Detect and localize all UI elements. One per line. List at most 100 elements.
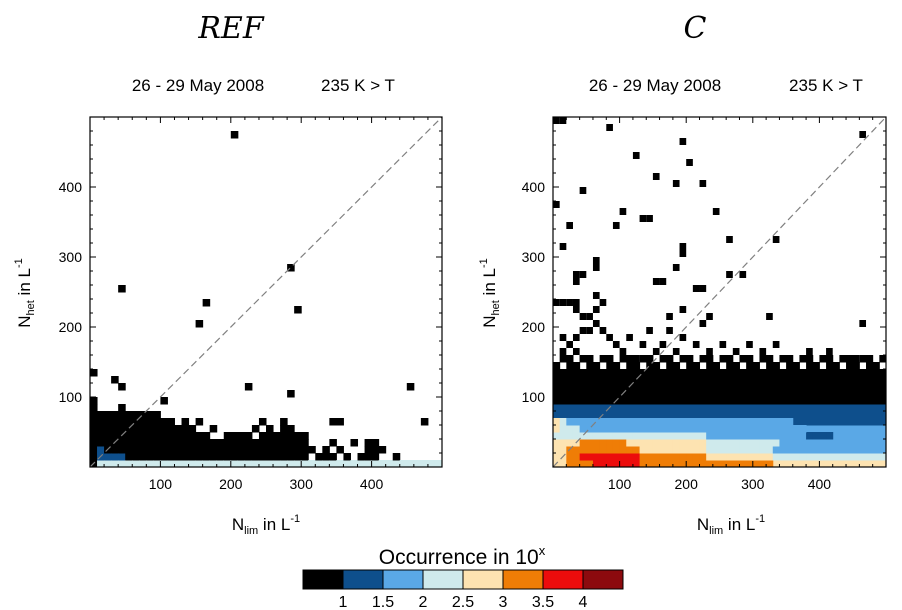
heatmap-cell bbox=[111, 376, 119, 384]
heatmap-cell bbox=[739, 376, 747, 384]
heatmap-cell bbox=[619, 432, 627, 440]
heatmap-cell bbox=[772, 439, 780, 447]
heatmap-cell bbox=[759, 425, 767, 433]
heatmap-cell bbox=[572, 460, 581, 467]
heatmap-cell bbox=[566, 383, 574, 391]
heatmap-cell bbox=[230, 453, 239, 461]
heatmap-cell bbox=[739, 425, 747, 433]
heatmap-cell bbox=[626, 390, 634, 398]
heatmap-cell bbox=[632, 355, 640, 362]
heatmap-cell bbox=[772, 362, 780, 370]
heatmap-cell bbox=[167, 446, 175, 454]
heatmap-cell bbox=[772, 390, 780, 398]
heatmap-cell bbox=[806, 383, 814, 391]
heatmap-cell bbox=[125, 446, 133, 454]
heatmap-cell bbox=[666, 376, 674, 384]
heatmap-cell bbox=[586, 376, 594, 384]
heatmap-cell bbox=[699, 432, 707, 440]
heatmap-cell bbox=[599, 390, 607, 398]
heatmap-cell bbox=[786, 362, 794, 370]
heatmap-cell bbox=[766, 313, 773, 320]
heatmap-cell bbox=[772, 432, 780, 440]
heatmap-cell bbox=[806, 355, 814, 363]
heatmap-cell bbox=[294, 453, 302, 461]
heatmap-cell bbox=[566, 460, 574, 467]
heatmap-cell bbox=[287, 264, 295, 272]
heatmap-cell bbox=[553, 432, 561, 440]
y-tick-label: 300 bbox=[59, 249, 83, 265]
heatmap-cell bbox=[209, 425, 218, 433]
heatmap-cell bbox=[879, 355, 886, 363]
heatmap-cell bbox=[592, 362, 601, 370]
heatmap-cell bbox=[294, 460, 302, 467]
heatmap-cell bbox=[599, 376, 607, 384]
heatmap-cell bbox=[746, 397, 754, 405]
heatmap-cell bbox=[646, 425, 654, 433]
heatmap-cell bbox=[280, 418, 288, 426]
heatmap-cell bbox=[659, 446, 667, 454]
heatmap-cell bbox=[719, 341, 727, 348]
heatmap-cell bbox=[619, 376, 627, 384]
heatmap-cell bbox=[553, 383, 561, 391]
heatmap-cell bbox=[125, 418, 133, 426]
heatmap-cell bbox=[859, 369, 867, 377]
heatmap-cell bbox=[739, 383, 747, 391]
heatmap-cell bbox=[666, 362, 674, 370]
heatmap-cell bbox=[559, 348, 567, 355]
heatmap-cell bbox=[160, 418, 168, 426]
heatmap-cell bbox=[632, 446, 641, 454]
heatmap-cell bbox=[287, 439, 295, 447]
heatmap-cell bbox=[209, 446, 218, 454]
heatmap-cell bbox=[90, 425, 98, 433]
heatmap-cell bbox=[111, 432, 119, 440]
heatmap-cell bbox=[639, 369, 647, 377]
heatmap-cell bbox=[832, 383, 840, 391]
heatmap-cell bbox=[90, 446, 98, 454]
heatmap-cell bbox=[679, 250, 687, 257]
heatmap-cell bbox=[752, 432, 760, 440]
heatmap-cell bbox=[672, 264, 680, 271]
heatmap-cell bbox=[699, 285, 707, 292]
heatmap-cell bbox=[619, 418, 627, 426]
heatmap-cell bbox=[599, 453, 607, 461]
heatmap-cell bbox=[766, 369, 774, 377]
heatmap-cell bbox=[679, 390, 687, 398]
heatmap-cell bbox=[572, 376, 581, 384]
heatmap-cell bbox=[378, 460, 387, 467]
heatmap-cell bbox=[732, 362, 740, 370]
heatmap-cell bbox=[699, 369, 707, 377]
heatmap-cell bbox=[766, 355, 774, 363]
heatmap-cell bbox=[626, 418, 634, 426]
heatmap-cell bbox=[273, 453, 281, 461]
heatmap-cell bbox=[626, 453, 634, 461]
heatmap-cell bbox=[195, 460, 204, 467]
heatmap-cell bbox=[153, 411, 161, 419]
heatmap-cell bbox=[786, 355, 793, 362]
heatmap-cell bbox=[427, 460, 436, 467]
heatmap-cell bbox=[566, 341, 573, 348]
heatmap-cell bbox=[90, 439, 98, 447]
heatmap-cell bbox=[712, 383, 720, 391]
heatmap-cell bbox=[712, 369, 720, 377]
heatmap-cell bbox=[692, 397, 701, 405]
heatmap-cell bbox=[726, 432, 734, 440]
heatmap-cell bbox=[167, 418, 175, 426]
heatmap-cell bbox=[752, 425, 760, 433]
colorbar-box bbox=[342, 569, 384, 590]
heatmap-cell bbox=[195, 320, 204, 328]
heatmap-cell bbox=[826, 397, 834, 405]
heatmap-cell bbox=[566, 432, 574, 440]
heatmap-cell bbox=[273, 432, 281, 440]
heatmap-cell bbox=[329, 439, 337, 447]
heatmap-cell bbox=[153, 446, 161, 454]
heatmap-cell bbox=[799, 397, 807, 405]
heatmap-cell bbox=[572, 453, 581, 461]
heatmap-cell bbox=[779, 446, 787, 454]
heatmap-cell bbox=[612, 453, 621, 461]
heatmap-cell bbox=[766, 397, 774, 405]
heatmap-cell bbox=[612, 376, 621, 384]
heatmap-cell bbox=[799, 383, 807, 391]
heatmap-cell bbox=[772, 369, 780, 377]
heatmap-cell bbox=[90, 369, 98, 377]
heatmap-cell bbox=[726, 453, 734, 461]
